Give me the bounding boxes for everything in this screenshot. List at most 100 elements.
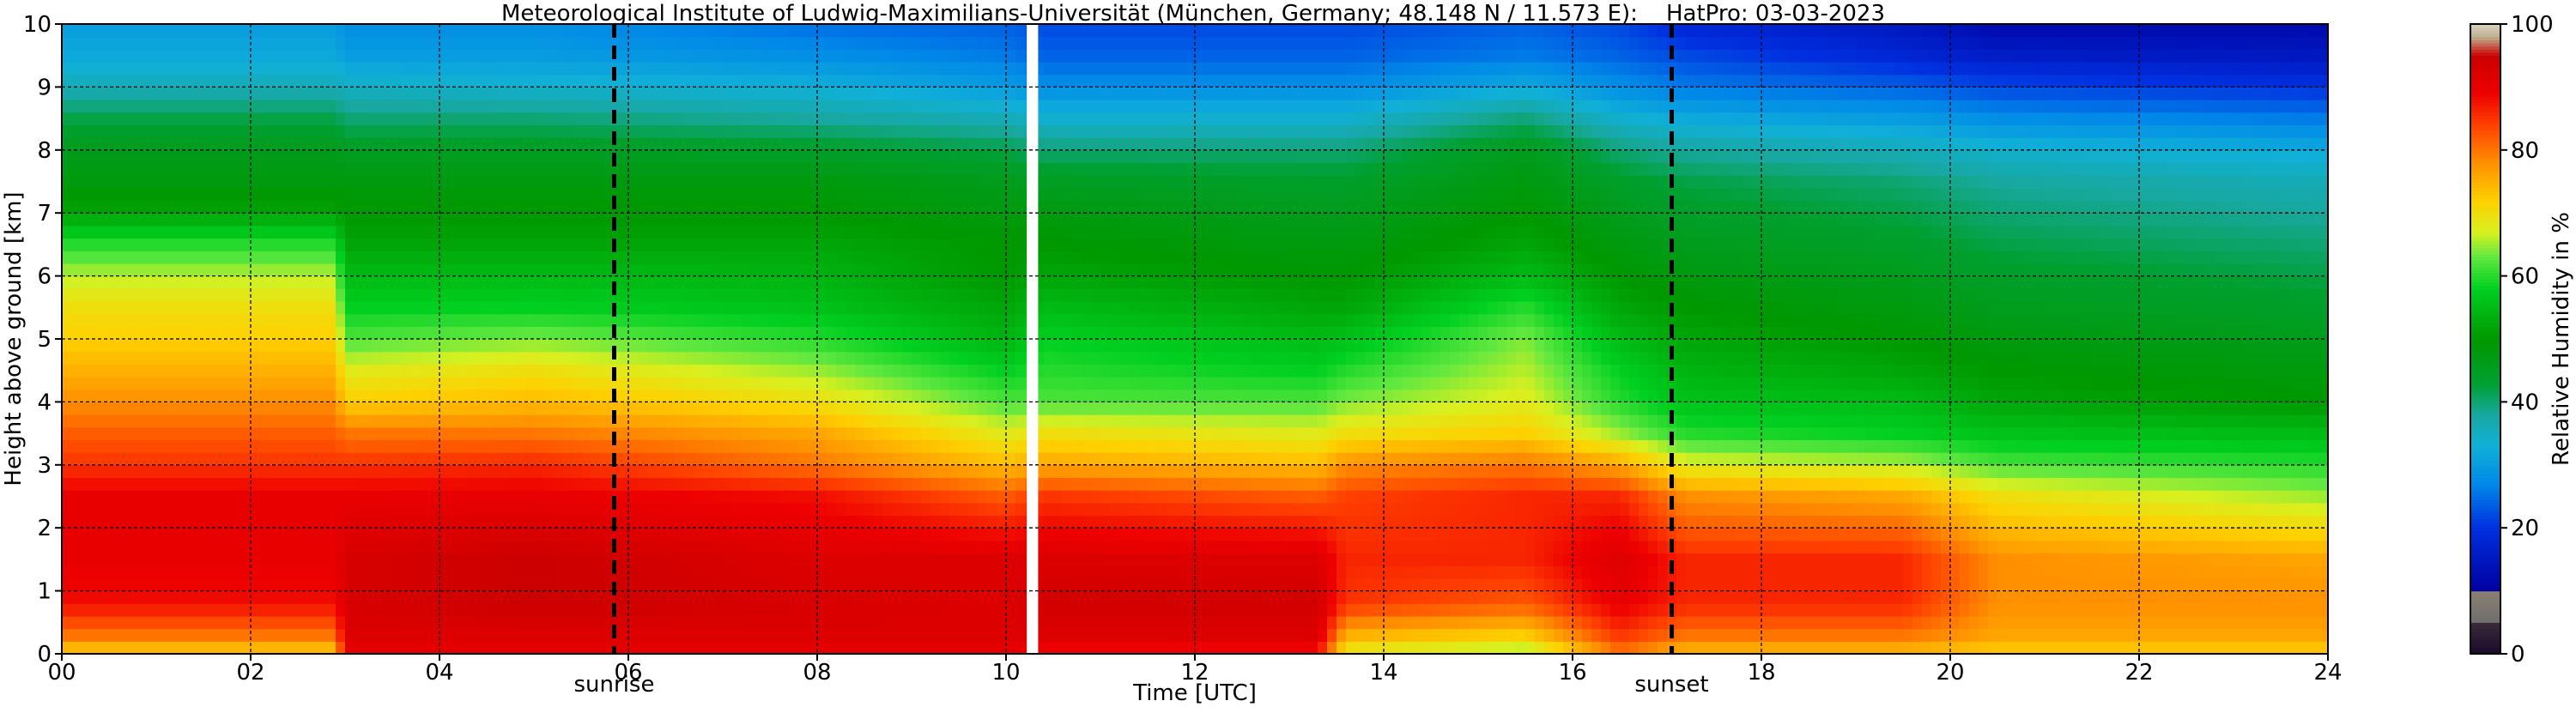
heatmap-cell xyxy=(713,439,724,453)
heatmap-cell xyxy=(298,213,308,227)
heatmap-cell xyxy=(978,540,988,554)
heatmap-cell xyxy=(496,313,506,327)
heatmap-cell xyxy=(458,364,469,378)
heatmap-cell xyxy=(619,339,629,353)
heatmap-cell xyxy=(817,402,827,415)
heatmap-cell xyxy=(930,502,941,517)
heatmap-cell xyxy=(949,615,960,630)
heatmap-cell xyxy=(534,326,544,340)
heatmap-cell xyxy=(808,49,818,63)
heatmap-cell xyxy=(959,502,969,517)
heatmap-cell xyxy=(912,100,922,113)
heatmap-cell xyxy=(487,87,497,100)
heatmap-cell xyxy=(421,339,431,353)
heatmap-cell xyxy=(166,490,176,504)
heatmap-cell xyxy=(270,200,280,214)
heatmap-cell xyxy=(846,313,856,327)
heatmap-cell xyxy=(761,339,771,353)
heatmap-cell xyxy=(562,565,573,579)
heatmap-cell xyxy=(893,24,903,38)
heatmap-cell xyxy=(572,553,582,566)
heatmap-cell xyxy=(222,137,233,151)
heatmap-cell xyxy=(288,641,299,654)
heatmap-cell xyxy=(987,225,997,239)
heatmap-cell xyxy=(694,263,705,277)
heatmap-cell xyxy=(515,87,525,100)
heatmap-cell xyxy=(808,615,818,630)
heatmap-cell xyxy=(638,137,648,151)
heatmap-cell xyxy=(345,187,355,202)
heatmap-cell xyxy=(515,528,525,541)
heatmap-cell xyxy=(118,452,129,466)
heatmap-cell xyxy=(147,339,157,353)
heatmap-cell xyxy=(402,275,412,289)
heatmap-cell xyxy=(761,200,771,214)
heatmap-cell xyxy=(770,414,780,428)
heatmap-cell xyxy=(364,100,374,113)
heatmap-cell xyxy=(789,502,799,517)
heatmap-cell xyxy=(468,402,478,415)
heatmap-cell xyxy=(874,238,884,251)
heatmap-cell xyxy=(232,300,242,315)
heatmap-cell xyxy=(874,137,884,151)
heatmap-cell xyxy=(921,402,931,415)
heatmap-cell xyxy=(458,603,469,617)
heatmap-cell xyxy=(628,74,639,88)
heatmap-cell xyxy=(836,175,846,189)
heatmap-cell xyxy=(553,439,563,453)
heatmap-cell xyxy=(581,477,591,491)
heatmap-cell xyxy=(421,49,431,63)
heatmap-cell xyxy=(496,300,506,315)
heatmap-cell xyxy=(421,213,431,227)
heatmap-cell xyxy=(874,62,884,76)
heatmap-cell xyxy=(317,364,327,378)
heatmap-cell xyxy=(817,87,827,100)
heatmap-cell xyxy=(902,590,912,604)
heatmap-cell xyxy=(676,590,686,604)
heatmap-cell xyxy=(657,275,667,289)
heatmap-cell xyxy=(987,238,997,251)
heatmap-cell xyxy=(128,263,138,277)
heatmap-cell xyxy=(109,528,119,541)
heatmap-cell xyxy=(524,590,535,604)
heatmap-cell xyxy=(487,275,497,289)
heatmap-cell xyxy=(798,464,809,479)
heatmap-cell xyxy=(411,225,421,239)
heatmap-cell xyxy=(657,502,667,517)
heatmap-cell xyxy=(411,389,421,402)
heatmap-cell xyxy=(496,603,506,617)
heatmap-cell xyxy=(260,603,270,617)
heatmap-cell xyxy=(326,87,336,100)
heatmap-cell xyxy=(883,553,894,566)
heatmap-cell xyxy=(628,187,639,202)
heatmap-cell xyxy=(298,426,308,441)
heatmap-cell xyxy=(355,74,365,88)
heatmap-cell xyxy=(213,641,223,654)
heatmap-cell xyxy=(156,49,167,63)
heatmap-cell xyxy=(770,87,780,100)
heatmap-cell xyxy=(128,515,138,529)
heatmap-cell xyxy=(288,502,299,517)
heatmap-cell xyxy=(827,364,837,378)
heatmap-cell xyxy=(543,402,554,415)
heatmap-cell xyxy=(307,74,318,88)
heatmap-cell xyxy=(893,74,903,88)
heatmap-cell xyxy=(836,615,846,630)
heatmap-cell xyxy=(345,464,355,479)
heatmap-cell xyxy=(213,36,223,50)
heatmap-cell xyxy=(883,62,894,76)
heatmap-cell xyxy=(194,439,204,453)
heatmap-cell xyxy=(581,313,591,327)
heatmap-cell xyxy=(336,540,346,554)
heatmap-cell xyxy=(383,162,393,176)
heatmap-cell xyxy=(458,339,469,353)
heatmap-cell xyxy=(109,540,119,554)
heatmap-cell xyxy=(185,615,195,630)
heatmap-cell xyxy=(392,175,403,189)
heatmap-cell xyxy=(411,540,421,554)
heatmap-cell xyxy=(175,615,185,630)
heatmap-cell xyxy=(685,377,695,390)
heatmap-cell xyxy=(430,553,440,566)
heatmap-cell xyxy=(402,225,412,239)
heatmap-cell xyxy=(713,213,724,227)
